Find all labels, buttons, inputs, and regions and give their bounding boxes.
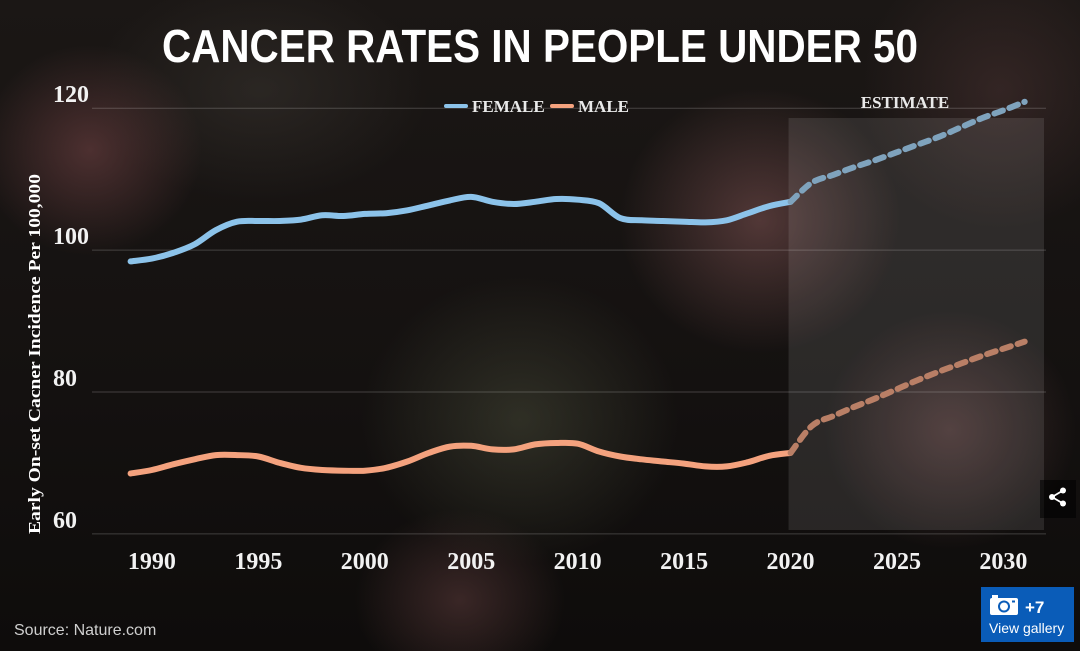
x-tick-label: 2030 [979, 549, 1027, 575]
x-tick-label: 2010 [554, 549, 602, 575]
gallery-count: +7 [1025, 597, 1045, 617]
view-gallery-button[interactable]: +7 View gallery [981, 587, 1074, 642]
x-tick-label: 2025 [873, 549, 921, 575]
legend-label: FEMALE [472, 97, 545, 116]
series-line-male [127, 439, 794, 477]
gallery-header: +7 [989, 594, 1044, 621]
y-tick-label: 100 [53, 224, 89, 250]
x-tick-label: 1995 [234, 549, 282, 575]
share-button[interactable] [1040, 480, 1076, 518]
y-tick-label: 120 [53, 82, 89, 108]
x-tick-label: 2015 [660, 549, 708, 575]
y-axis-label: Early On-set Cacner Incidence Per 100,00… [25, 174, 44, 534]
series-lines [127, 98, 1028, 477]
estimate-region: ESTIMATE [788, 93, 1044, 530]
legend: FEMALE MALE [444, 97, 629, 116]
source-credit: Source: Nature.com [14, 622, 157, 639]
x-tick-label: 2005 [447, 549, 495, 575]
x-tick-label: 2000 [341, 549, 389, 575]
x-tick-label: 1990 [128, 549, 176, 575]
y-axis-ticks: 60 80 100 120 [53, 82, 89, 534]
series-estimate-male [787, 338, 1028, 456]
camera-icon [989, 594, 1019, 621]
legend-label: MALE [578, 97, 629, 116]
estimate-label: ESTIMATE [861, 93, 950, 112]
y-tick-label: 80 [53, 366, 77, 392]
gallery-label: View gallery [989, 620, 1065, 636]
estimate-shade [788, 118, 1044, 530]
share-icon [1047, 486, 1069, 513]
series-estimate-female [787, 98, 1028, 205]
x-tick-label: 2020 [767, 549, 815, 575]
chart-title: CANCER RATES IN PEOPLE UNDER 50 [162, 20, 918, 72]
y-tick-label: 60 [53, 508, 77, 534]
series-line-female [127, 193, 794, 265]
x-axis-ticks: 1990 1995 2000 2005 2010 2015 2020 2025 2030 [128, 549, 1027, 575]
